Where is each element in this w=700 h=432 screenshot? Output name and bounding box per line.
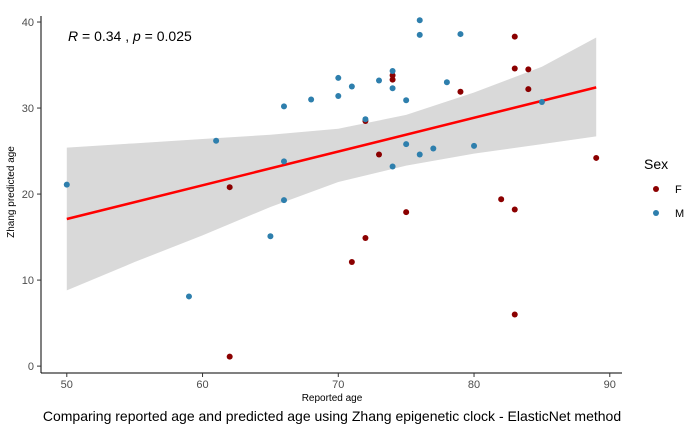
- data-point-m: [430, 145, 437, 152]
- x-axis-title: Reported age: [302, 393, 363, 404]
- data-point-m: [267, 233, 274, 240]
- legend-title: Sex: [644, 156, 668, 172]
- data-point-f: [226, 353, 233, 360]
- data-point-f: [348, 259, 355, 266]
- data-point-m: [308, 96, 315, 103]
- x-tick-label: 60: [196, 379, 208, 391]
- data-point-m: [403, 141, 410, 148]
- x-tick-label: 70: [332, 379, 344, 391]
- y-tick-label: 40: [22, 17, 34, 29]
- data-point-f: [593, 154, 600, 161]
- data-point-m: [389, 68, 396, 75]
- data-point-m: [348, 83, 355, 90]
- correlation-annotation: R = 0.34 , p = 0.025: [68, 28, 192, 44]
- data-point-m: [280, 158, 287, 165]
- y-axis-title: Zhang predicted age: [6, 146, 17, 238]
- data-point-m: [457, 31, 464, 38]
- legend-label-m: M: [675, 208, 684, 220]
- legend-key-m: [653, 210, 659, 216]
- data-point-m: [376, 77, 383, 84]
- x-tick-label: 50: [61, 379, 73, 391]
- data-point-f: [226, 184, 233, 191]
- p-value: = 0.025: [141, 28, 192, 44]
- data-point-f: [389, 76, 396, 83]
- data-point-m: [471, 142, 478, 149]
- y-tick-label: 0: [28, 361, 34, 373]
- confidence-band: [66, 37, 597, 291]
- data-point-m: [389, 163, 396, 170]
- regression-line-layer: [66, 86, 597, 221]
- r-value: = 0.34 ,: [78, 28, 133, 44]
- data-point-f: [362, 234, 369, 241]
- data-point-m: [443, 79, 450, 86]
- data-point-f: [511, 311, 518, 318]
- data-point-m: [389, 85, 396, 92]
- legend-items: FM: [653, 184, 684, 220]
- legend-label-f: F: [675, 184, 682, 196]
- data-point-m: [416, 17, 423, 24]
- chart-caption: Comparing reported age and predicted age…: [43, 408, 621, 424]
- x-tick-label: 80: [468, 379, 480, 391]
- y-tick-label: 20: [22, 189, 34, 201]
- y-tick-label: 10: [22, 275, 34, 287]
- data-point-f: [525, 86, 532, 93]
- data-point-m: [280, 103, 287, 110]
- data-point-m: [538, 99, 545, 106]
- regression-line: [66, 86, 597, 221]
- data-point-m: [362, 116, 369, 123]
- data-point-m: [335, 74, 342, 81]
- data-point-f: [511, 206, 518, 213]
- x-tick-label: 90: [604, 379, 616, 391]
- data-point-f: [511, 65, 518, 72]
- data-point-m: [403, 97, 410, 104]
- r-symbol: R: [68, 28, 78, 44]
- data-point-m: [185, 293, 192, 300]
- p-symbol: p: [132, 28, 141, 44]
- data-point-m: [335, 93, 342, 100]
- data-points-layer: [63, 17, 600, 360]
- data-point-f: [403, 209, 410, 216]
- axes-layer: 50 60 70 80 90 0 10 20 30 40: [22, 16, 622, 391]
- confidence-band-layer: [66, 37, 597, 291]
- data-point-f: [376, 151, 383, 158]
- legend: Sex FM: [644, 156, 684, 220]
- data-point-f: [389, 72, 396, 79]
- data-point-m: [63, 181, 70, 188]
- data-point-m: [213, 137, 220, 144]
- data-point-f: [457, 88, 464, 95]
- data-point-m: [416, 31, 423, 38]
- data-point-m: [416, 151, 423, 158]
- data-point-m: [280, 197, 287, 204]
- y-tick-label: 30: [22, 103, 34, 115]
- data-point-f: [498, 196, 505, 203]
- data-point-f: [511, 33, 518, 40]
- data-point-f: [525, 66, 532, 73]
- legend-key-f: [653, 186, 659, 192]
